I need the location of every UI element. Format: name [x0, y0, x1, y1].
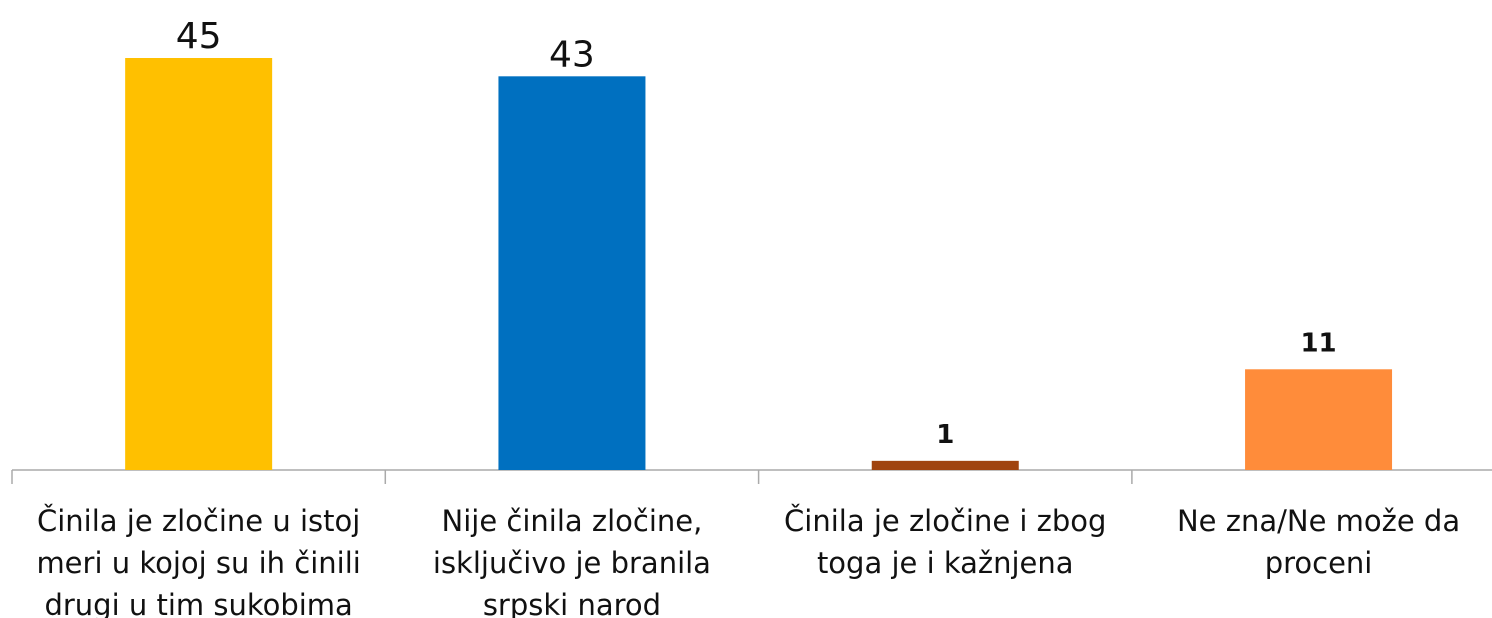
bar [125, 58, 273, 470]
data-label: 43 [549, 34, 595, 75]
x-tick-label: Ne zna/Ne može da proceni [1176, 504, 1461, 580]
x-tick-label: Činila je zločine u istoj meri u kojoj s… [36, 504, 361, 618]
bar [1245, 369, 1393, 470]
x-tick-label: Nije činila zločine, isključivo je brani… [432, 504, 711, 618]
bar [498, 76, 646, 471]
x-tick-label: Činila je zločine i zbog toga je i kažnj… [784, 504, 1107, 580]
data-label: 1 [936, 420, 954, 450]
bar [871, 460, 1019, 470]
data-label: 11 [1300, 328, 1336, 358]
data-label: 45 [176, 16, 222, 57]
